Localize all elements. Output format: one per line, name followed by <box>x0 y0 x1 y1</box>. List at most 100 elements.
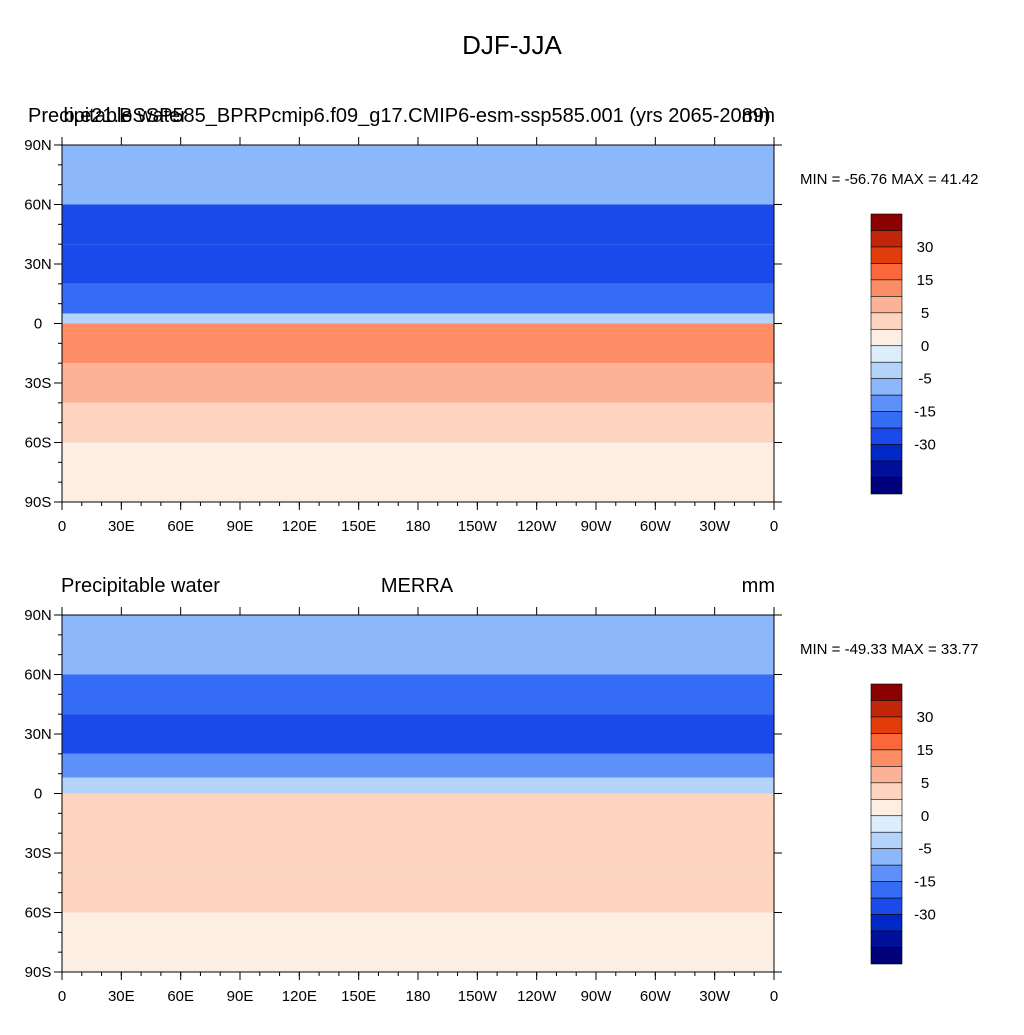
x-tick-label: 120W <box>517 518 557 535</box>
colorbar-label: 30 <box>917 239 934 256</box>
lat-band-4 <box>62 777 774 794</box>
colorbar-swatch <box>870 733 903 751</box>
colorbar-swatch <box>870 683 903 701</box>
x-tick-label: 0 <box>58 518 66 535</box>
x-tick-label: 150E <box>341 988 376 1005</box>
colorbar-label: 0 <box>921 808 929 825</box>
x-tick-label: 60E <box>167 518 194 535</box>
x-tick-label: 60W <box>640 988 672 1005</box>
lat-band-5 <box>62 323 774 334</box>
colorbar-swatch <box>870 798 903 817</box>
lat-band-7 <box>62 872 774 913</box>
x-tick-label: 90E <box>227 988 254 1005</box>
lat-band-1 <box>62 674 774 715</box>
lat-band-9 <box>62 442 774 502</box>
y-tick-label: 60S <box>25 905 52 922</box>
colorbar-swatch <box>870 394 903 412</box>
x-tick-label: 90W <box>581 518 613 535</box>
contour-map: 0 30E 60E 90E 120E 150E 180 150W 120W 90W 60W 30W 09… <box>24 137 936 535</box>
y-tick-label: 60N <box>24 667 52 684</box>
colorbar-swatch <box>870 897 903 915</box>
colorbar-swatch <box>870 716 903 734</box>
panel-units: mm <box>741 105 775 127</box>
panel-left-title: Precipitable water <box>61 575 220 597</box>
x-tick-label: 90E <box>227 518 254 535</box>
panel-units: mm <box>741 575 775 597</box>
lat-band-6 <box>62 813 774 873</box>
lat-band-1 <box>62 204 774 245</box>
x-tick-label: 30W <box>699 518 731 535</box>
colorbar-swatch <box>870 930 903 948</box>
lat-band-8 <box>62 402 774 443</box>
colorbar-swatch <box>870 749 903 767</box>
x-tick-label: 0 <box>58 988 66 1005</box>
y-tick-label: 90N <box>24 137 52 154</box>
colorbar-swatch <box>870 881 903 899</box>
colorbar-swatch <box>870 213 903 231</box>
colorbar-swatch <box>870 411 903 429</box>
colorbar-label: 0 <box>921 338 929 355</box>
y-tick-label: 30S <box>25 375 52 392</box>
lat-band-8 <box>62 912 774 972</box>
lat-band-2 <box>62 244 774 284</box>
y-tick-label: 60S <box>25 435 52 452</box>
lat-band-6 <box>62 333 774 364</box>
colorbar-swatch <box>870 312 903 330</box>
colorbar-swatch <box>870 296 903 314</box>
colorbar-swatch <box>870 246 903 264</box>
panel-center-title: MERRA <box>380 575 454 597</box>
colorbar-label: 5 <box>921 305 929 322</box>
y-tick-label: 30S <box>25 845 52 862</box>
colorbar-swatch <box>870 477 903 495</box>
y-tick-label: 0 <box>34 786 42 803</box>
colorbar-swatch <box>870 427 903 445</box>
colorbar-swatch <box>870 700 903 718</box>
colorbar-label: 15 <box>917 742 934 759</box>
x-tick-label: 120E <box>282 988 317 1005</box>
colorbar-swatch <box>870 947 903 965</box>
x-tick-label: 150W <box>458 988 498 1005</box>
y-tick-label: 30N <box>24 256 52 273</box>
colorbar-swatch <box>870 460 903 478</box>
colorbar-label: 15 <box>917 272 934 289</box>
contour-map: 0 30E 60E 90E 120E 150E 180 150W 120W 90W 60W 30W 09… <box>24 607 936 1005</box>
panel-model: Precipitable water b.e21.BSSP585_BPRPcmi… <box>0 95 1024 565</box>
x-tick-label: 0 <box>770 518 778 535</box>
colorbar-swatch <box>870 263 903 281</box>
lat-band-3 <box>62 753 774 778</box>
colorbar-swatch <box>870 230 903 248</box>
colorbar-swatch <box>870 864 903 882</box>
panel-center-title: b.e21.BSSP585_BPRPcmip6.f09_g17.CMIP6-es… <box>63 105 771 127</box>
x-tick-label: 60W <box>640 518 672 535</box>
colorbar-label: -5 <box>918 371 931 388</box>
colorbar-swatch <box>870 831 903 850</box>
lat-band-0 <box>62 615 774 675</box>
colorbar-swatch <box>870 848 903 866</box>
x-tick-label: 0 <box>770 988 778 1005</box>
lat-band-0 <box>62 145 774 205</box>
colorbar-swatch <box>870 782 903 800</box>
x-tick-label: 150W <box>458 518 498 535</box>
colorbar-swatch <box>870 766 903 784</box>
colorbar-swatch <box>870 815 903 833</box>
figure-title: DJF-JJA <box>462 30 562 60</box>
min-max-label: MIN = -56.76 MAX = 41.42 <box>800 171 979 188</box>
colorbar-label: -15 <box>914 874 936 891</box>
y-tick-label: 30N <box>24 726 52 743</box>
x-tick-label: 180 <box>405 988 430 1005</box>
colorbar-swatch <box>870 444 903 462</box>
colorbar-swatch <box>870 914 903 932</box>
y-tick-label: 90N <box>24 607 52 624</box>
colorbar-swatch <box>870 345 903 363</box>
lat-band-7 <box>62 363 774 403</box>
panel-left-title: Precipitable water <box>28 105 187 127</box>
x-tick-label: 60E <box>167 988 194 1005</box>
x-tick-label: 120E <box>282 518 317 535</box>
x-tick-label: 30W <box>699 988 731 1005</box>
colorbar-label: 5 <box>921 775 929 792</box>
colorbar-swatch <box>870 361 903 380</box>
lat-band-3 <box>62 283 774 314</box>
lat-band-2 <box>62 714 774 754</box>
y-tick-label: 90S <box>25 494 52 511</box>
colorbar-label: -5 <box>918 841 931 858</box>
